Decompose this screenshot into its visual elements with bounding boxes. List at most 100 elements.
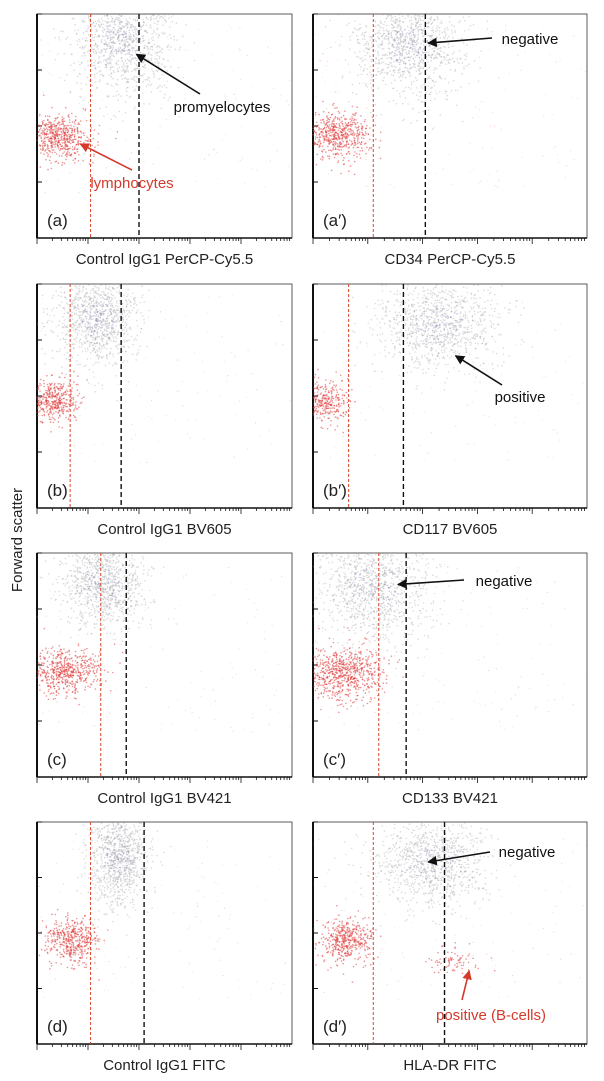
point-promyelocytes — [79, 311, 82, 313]
point-sparse — [95, 52, 97, 54]
point-lymphocytes — [47, 385, 49, 388]
point-promyelocytes — [387, 33, 389, 36]
point-promyelocytes — [83, 51, 86, 54]
point-promyelocytes — [122, 34, 124, 36]
point-sparse — [201, 360, 204, 362]
point-sparse — [65, 439, 67, 441]
point-promyelocytes — [377, 35, 379, 38]
point-promyelocytes — [82, 286, 85, 289]
point-lymphocytes — [39, 127, 42, 129]
point-lymphocytes — [71, 112, 73, 115]
point-promyelocytes — [96, 311, 99, 314]
point-lymphocytes — [63, 120, 66, 123]
point-promyelocytes — [431, 34, 434, 37]
point-promyelocytes — [468, 82, 471, 85]
point-promyelocytes — [365, 26, 368, 28]
point-lymphocytes — [51, 125, 53, 127]
point-promyelocytes — [414, 14, 417, 16]
point-promyelocytes — [100, 310, 103, 313]
point-lymphocytes — [58, 155, 61, 157]
point-sparse — [254, 106, 256, 108]
point-lymphocytes — [338, 149, 341, 151]
point-sparse — [543, 115, 545, 117]
point-lymphocytes — [45, 123, 47, 125]
point-sparse — [125, 139, 127, 141]
point-lymphocytes — [36, 396, 38, 398]
point-promyelocytes — [73, 313, 76, 316]
point-promyelocytes — [132, 25, 135, 27]
point-promyelocytes — [121, 49, 123, 51]
point-promyelocytes — [396, 59, 399, 61]
point-sparse — [157, 78, 159, 80]
point-lymphocytes — [334, 124, 336, 127]
point-promyelocytes — [95, 313, 98, 316]
point-promyelocytes — [97, 318, 99, 321]
point-promyelocytes — [402, 41, 404, 44]
point-promyelocytes — [433, 50, 436, 52]
point-promyelocytes — [89, 77, 91, 80]
point-promyelocytes — [104, 39, 106, 41]
point-sparse — [326, 60, 328, 63]
point-promyelocytes — [443, 56, 446, 58]
point-lymphocytes — [341, 139, 344, 141]
point-lymphocytes — [326, 122, 328, 124]
point-lymphocytes — [61, 402, 64, 404]
point-sparse — [287, 103, 289, 106]
point-promyelocytes — [410, 26, 413, 29]
point-lymphocytes — [50, 123, 52, 126]
point-lymphocytes — [63, 128, 65, 130]
point-sparse — [128, 158, 130, 160]
point-promyelocytes — [108, 296, 111, 299]
point-promyelocytes — [92, 287, 95, 290]
point-promyelocytes — [438, 53, 441, 56]
point-promyelocytes — [121, 65, 123, 68]
point-sparse — [163, 74, 165, 76]
point-promyelocytes — [113, 23, 116, 25]
point-promyelocytes — [99, 304, 101, 307]
point-promyelocytes — [380, 43, 383, 46]
point-promyelocytes — [89, 22, 91, 25]
point-promyelocytes — [112, 31, 115, 34]
point-promyelocytes — [394, 15, 397, 18]
point-promyelocytes — [129, 44, 131, 46]
point-promyelocytes — [378, 62, 380, 64]
point-sparse — [90, 182, 93, 184]
point-promyelocytes — [135, 85, 138, 87]
point-promyelocytes — [77, 293, 80, 296]
point-promyelocytes — [352, 31, 354, 33]
point-lymphocytes — [70, 134, 73, 137]
point-promyelocytes — [105, 43, 108, 46]
point-promyelocytes — [96, 355, 99, 357]
point-sparse — [435, 89, 437, 92]
point-promyelocytes — [126, 309, 128, 312]
point-promyelocytes — [113, 36, 115, 38]
point-lymphocytes — [61, 119, 63, 121]
point-promyelocytes — [86, 347, 89, 350]
point-lymphocytes — [61, 148, 64, 150]
point-promyelocytes — [103, 48, 106, 51]
point-sparse — [482, 147, 484, 149]
point-promyelocytes — [122, 316, 124, 319]
point-promyelocytes — [384, 71, 386, 74]
point-promyelocytes — [106, 96, 109, 98]
point-promyelocytes — [371, 35, 374, 38]
point-sparse — [202, 371, 204, 373]
point-promyelocytes — [440, 60, 443, 62]
point-lymphocytes — [50, 394, 53, 396]
point-promyelocytes — [450, 310, 453, 313]
point-lymphocytes — [320, 131, 323, 134]
point-promyelocytes — [160, 15, 163, 18]
point-promyelocytes — [124, 53, 127, 56]
point-promyelocytes — [143, 46, 146, 49]
point-lymphocytes — [76, 150, 79, 153]
point-promyelocytes — [408, 42, 410, 45]
point-promyelocytes — [123, 294, 125, 296]
point-promyelocytes — [103, 335, 106, 338]
point-promyelocytes — [106, 322, 109, 324]
point-promyelocytes — [404, 66, 406, 69]
point-promyelocytes — [122, 43, 125, 46]
point-lymphocytes — [354, 123, 357, 125]
point-promyelocytes — [423, 84, 426, 86]
point-sparse — [382, 80, 384, 82]
point-promyelocytes — [129, 312, 132, 314]
